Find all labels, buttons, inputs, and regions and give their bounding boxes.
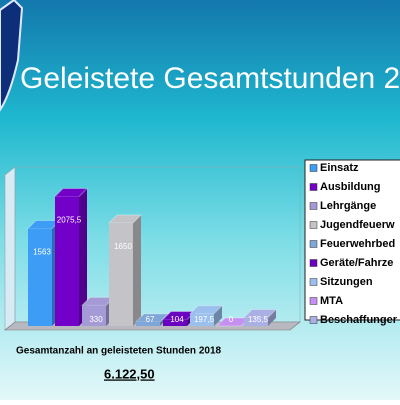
- data-label: 135,5: [248, 315, 269, 324]
- legend-label: Geräte/Fahrze: [320, 257, 393, 269]
- data-label: 67: [146, 315, 155, 324]
- legend-swatch: [309, 240, 318, 248]
- slide-title: Geleistete Gesamtstunden 20: [20, 62, 400, 95]
- bar-side: [133, 215, 141, 326]
- crest: [0, 0, 24, 112]
- legend-swatch: [309, 297, 318, 305]
- legend-label: Feuerwehrbed: [320, 238, 395, 250]
- data-label: 197,5: [194, 315, 215, 324]
- footer-label: Gesamtanzahl an geleisteten Stunden 2018: [16, 346, 222, 357]
- legend-label: MTA: [320, 295, 343, 307]
- legend-swatch: [309, 183, 318, 191]
- legend-swatch: [309, 259, 318, 267]
- legend-label: Einsatz: [320, 162, 359, 174]
- legend-label: Ausbildung: [320, 181, 381, 193]
- legend-label: Beschaffunger: [320, 314, 398, 326]
- bar-side: [268, 309, 276, 326]
- back-wall: [4, 166, 16, 331]
- data-label: 1650: [114, 242, 132, 251]
- bar: [244, 317, 268, 326]
- bar: [28, 228, 52, 326]
- data-label: 104: [170, 315, 184, 324]
- legend-swatch: [309, 221, 318, 229]
- legend-swatch: [309, 316, 318, 324]
- data-label: 1563: [33, 248, 51, 257]
- legend-box: [304, 159, 400, 321]
- footer-total: 6.122,50: [104, 366, 155, 381]
- legend-swatch: [309, 278, 318, 286]
- data-label: 0: [229, 315, 234, 324]
- bar: [109, 223, 133, 326]
- bar-side: [214, 305, 222, 326]
- bar: [163, 319, 187, 326]
- legend-label: Lehrgänge: [320, 200, 376, 212]
- legend-swatch: [309, 164, 318, 172]
- bar: [190, 313, 214, 326]
- data-label: 2075,5: [57, 216, 82, 225]
- bar-side: [79, 188, 87, 326]
- legend-label: Jugendfeuerw: [320, 219, 395, 231]
- legend-swatch: [309, 202, 318, 210]
- bar: [55, 196, 79, 326]
- data-label: 330: [89, 315, 103, 324]
- bar: [82, 305, 106, 326]
- legend-label: Sitzungen: [320, 276, 373, 288]
- bar: [136, 321, 160, 326]
